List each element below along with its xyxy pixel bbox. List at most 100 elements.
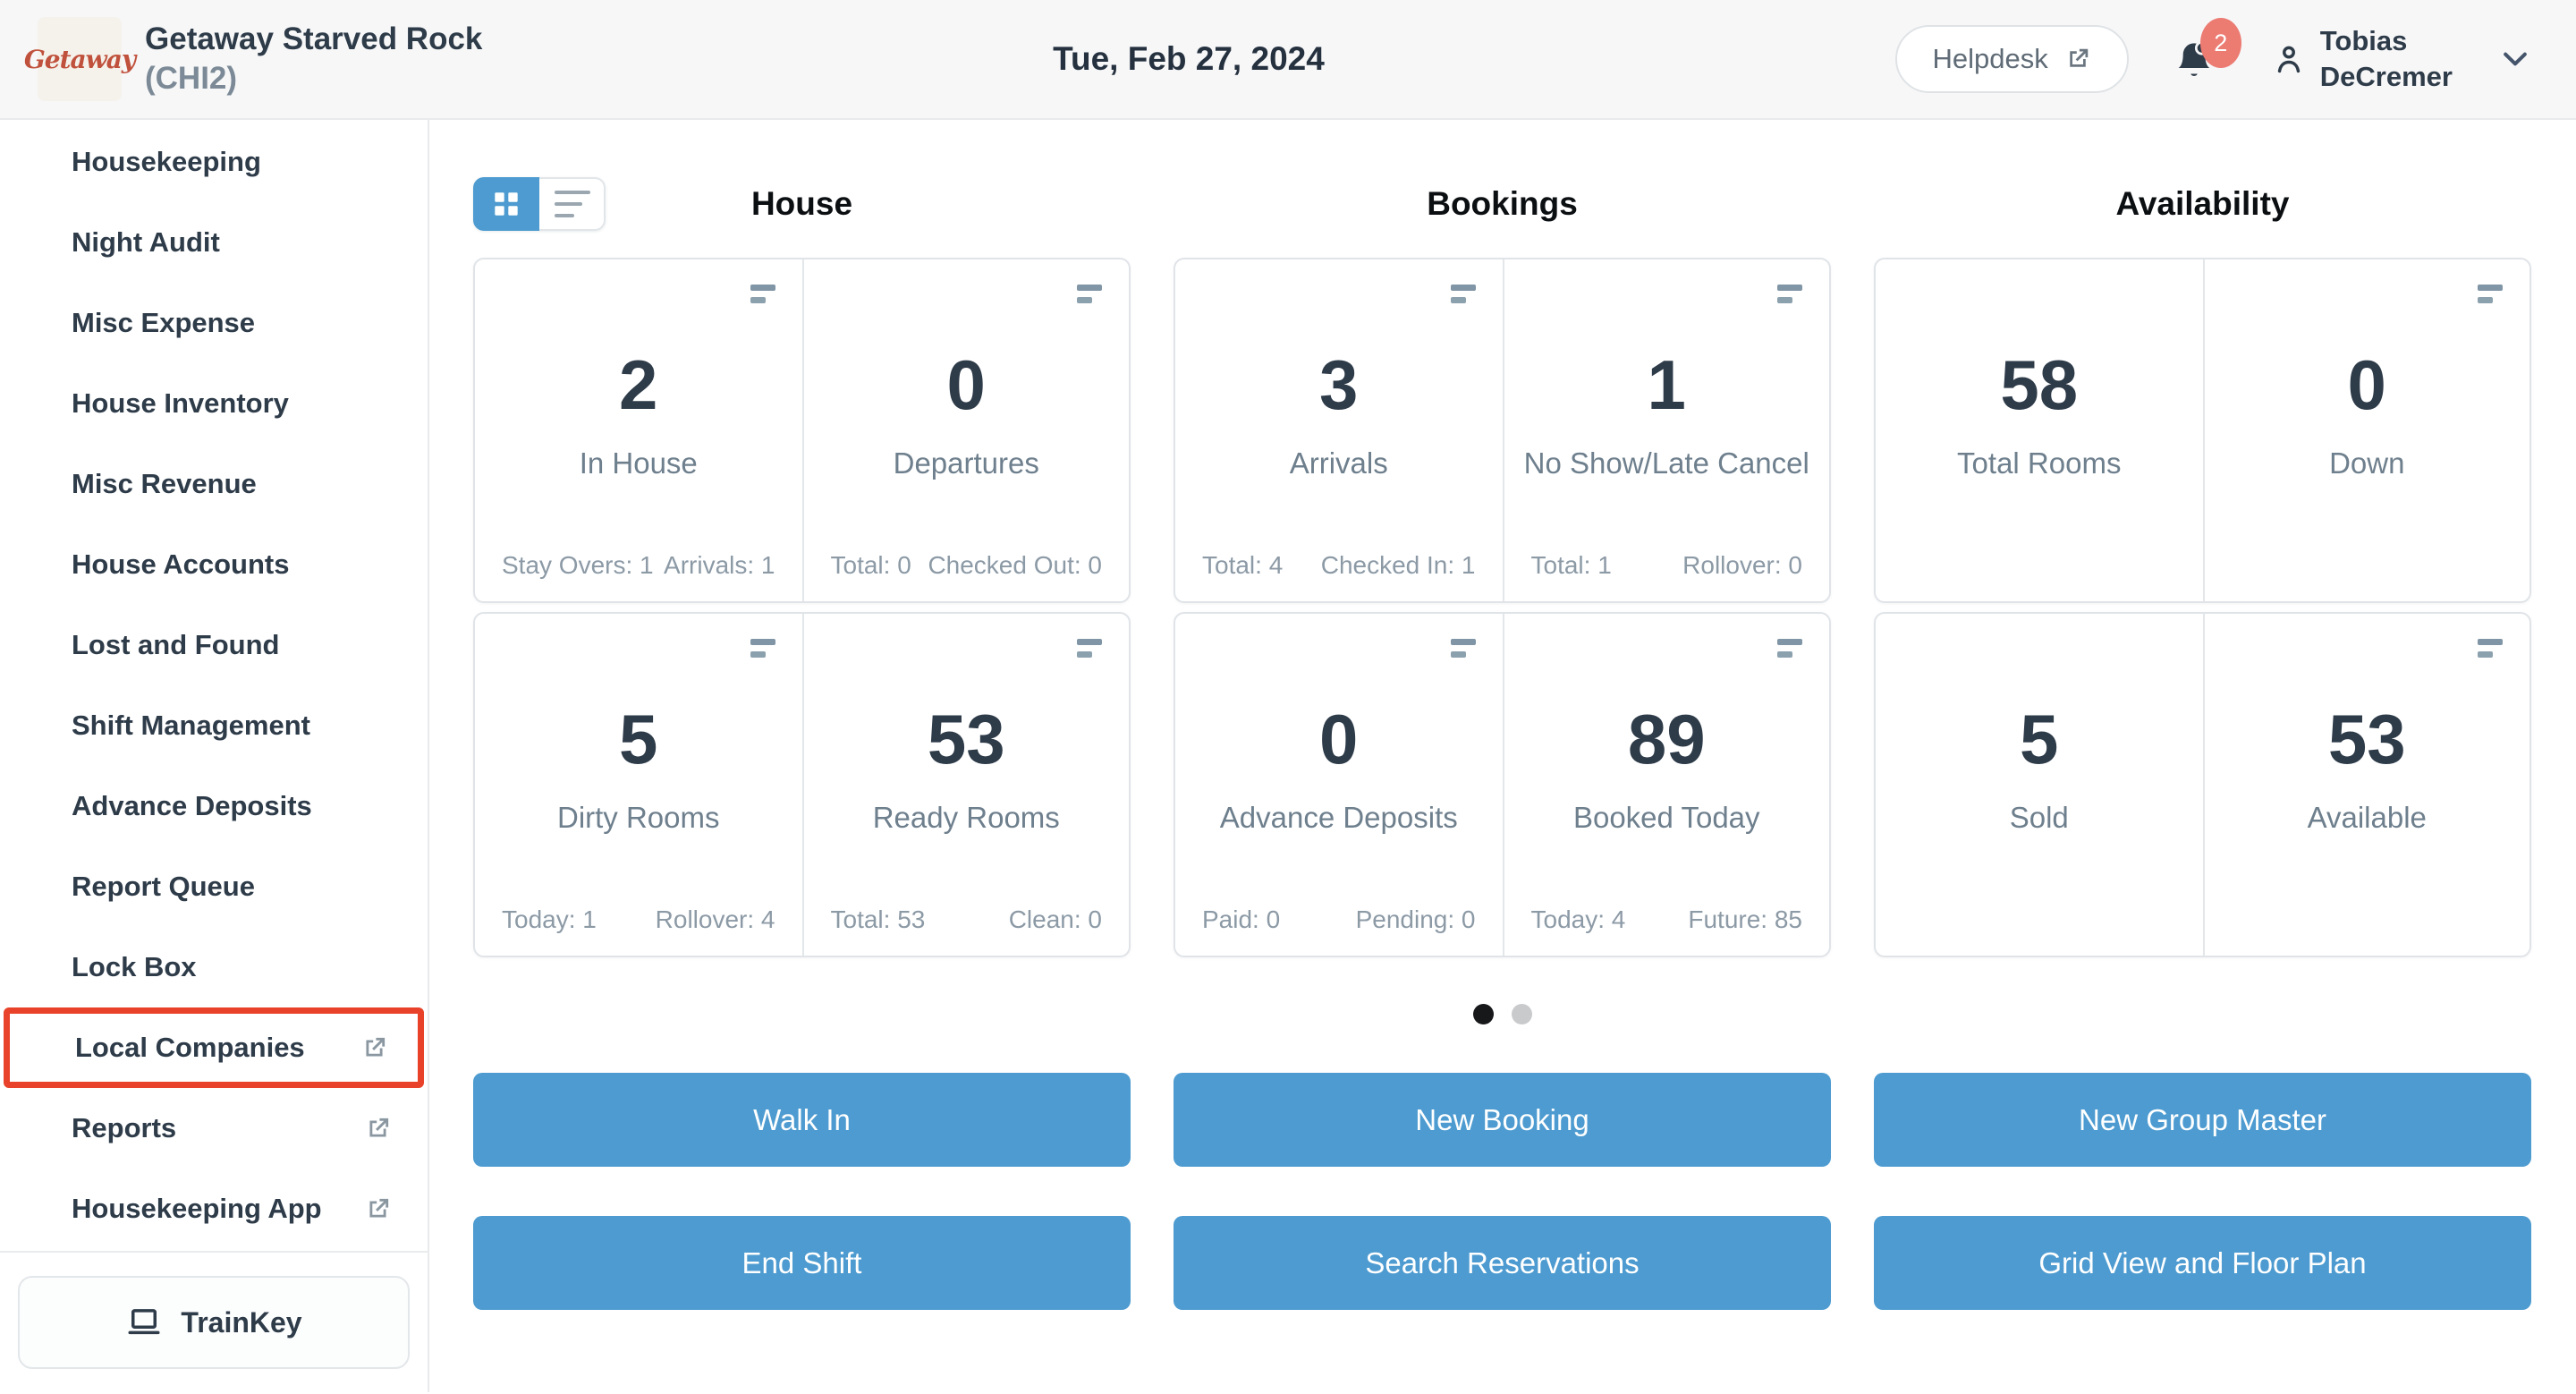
card-menu-icon[interactable] — [1450, 639, 1476, 658]
new-booking-button[interactable]: New Booking — [1174, 1073, 1831, 1167]
sidebar-item-lost-and-found[interactable]: Lost and Found — [0, 605, 428, 685]
stat-value: 89 — [1627, 700, 1706, 778]
page-dot[interactable] — [1511, 1004, 1532, 1024]
stat-value: 3 — [1319, 345, 1359, 424]
sidebar-item-house-accounts[interactable]: House Accounts — [0, 524, 428, 605]
user-menu-chevron[interactable] — [2497, 41, 2533, 77]
stat-card-total-rooms[interactable]: 58 Total Rooms — [1876, 259, 2203, 601]
stat-value: 0 — [2347, 345, 2386, 424]
card-menu-icon[interactable] — [1077, 285, 1102, 303]
stat-label: Sold — [2009, 801, 2069, 834]
sidebar-item-misc-revenue[interactable]: Misc Revenue — [0, 444, 428, 524]
sidebar-item-misc-expense[interactable]: Misc Expense — [0, 283, 428, 363]
stat-label: Available — [2307, 801, 2427, 834]
stat-label: Arrivals — [1289, 446, 1388, 480]
grid-view-floor-plan-button[interactable]: Grid View and Floor Plan — [1874, 1216, 2531, 1310]
view-toggle — [473, 177, 606, 231]
laptop-icon — [128, 1309, 160, 1335]
card-menu-icon[interactable] — [1777, 639, 1802, 658]
stat-value: 5 — [2020, 700, 2059, 778]
stat-value: 53 — [927, 700, 1005, 778]
stat-label: Down — [2329, 446, 2405, 480]
sidebar-item-housekeeping-app[interactable]: Housekeeping App — [0, 1169, 428, 1249]
stat-value: 2 — [619, 345, 658, 424]
stat-card-available[interactable]: 53 Available — [2202, 614, 2530, 956]
stat-footer-left: Total: 4 — [1202, 551, 1284, 579]
card-menu-icon[interactable] — [750, 639, 775, 658]
notification-count-badge: 2 — [2199, 18, 2241, 68]
stat-footer-left: Today: 1 — [502, 905, 597, 933]
grid-view-toggle[interactable] — [473, 177, 539, 231]
helpdesk-button[interactable]: Helpdesk — [1894, 25, 2129, 93]
getaway-logo: Getaway — [24, 17, 136, 101]
stat-footer-left: Total: 0 — [830, 551, 911, 579]
trainkey-button[interactable]: TrainKey — [18, 1276, 410, 1369]
stat-footer-left: Total: 1 — [1530, 551, 1612, 579]
stat-card-down[interactable]: 0 Down — [2202, 259, 2530, 601]
stat-card-booked-today[interactable]: 89 Booked Today Today: 4 Future: 85 — [1502, 614, 1830, 956]
list-view-toggle[interactable] — [539, 177, 606, 231]
dashboard-main: House Bookings Availability 2 In House S… — [429, 120, 2576, 1392]
stat-card-arrivals[interactable]: 3 Arrivals Total: 4 Checked In: 1 — [1175, 259, 1503, 601]
stat-value: 5 — [619, 700, 658, 778]
card-menu-icon[interactable] — [2478, 285, 2503, 303]
card-menu-icon[interactable] — [750, 285, 775, 303]
external-link-icon — [2070, 48, 2089, 67]
sidebar-item-housekeeping[interactable]: Housekeeping — [0, 122, 428, 202]
section-title-bookings: Bookings — [1427, 185, 1578, 222]
stat-card-dirty-rooms[interactable]: 5 Dirty Rooms Today: 1 Rollover: 4 — [475, 614, 802, 956]
stat-footer-left: Stay Overs: 1 — [502, 551, 654, 579]
quick-actions: Walk In New Booking New Group Master End… — [473, 1073, 2531, 1310]
sidebar-item-label: House Accounts — [72, 548, 290, 580]
stat-footer-right: Clean: 0 — [1008, 905, 1102, 933]
stat-card-sold[interactable]: 5 Sold — [1876, 614, 2203, 956]
sidebar-item-advance-deposits[interactable]: Advance Deposits — [0, 766, 428, 846]
user-menu[interactable]: Tobias DeCremer — [2272, 23, 2453, 96]
stat-value: 53 — [2327, 700, 2406, 778]
sidebar-item-label: Night Audit — [72, 226, 220, 258]
stat-value: 58 — [2000, 345, 2079, 424]
helpdesk-label: Helpdesk — [1932, 43, 2048, 74]
sidebar-item-shift-management[interactable]: Shift Management — [0, 685, 428, 766]
stat-value: 1 — [1647, 345, 1686, 424]
stat-label: Advance Deposits — [1219, 801, 1458, 834]
sidebar-item-label: Report Queue — [72, 871, 255, 902]
new-group-master-button[interactable]: New Group Master — [1874, 1073, 2531, 1167]
card-menu-icon[interactable] — [1077, 639, 1102, 658]
stat-value: 0 — [946, 345, 986, 424]
stat-label: Total Rooms — [1957, 446, 2122, 480]
property-title-block: Getaway Starved Rock (CHI2) — [145, 20, 482, 98]
search-reservations-button[interactable]: Search Reservations — [1174, 1216, 1831, 1310]
stat-footer-right: Arrivals: 1 — [664, 551, 775, 579]
sidebar-item-reports[interactable]: Reports — [0, 1088, 428, 1169]
card-menu-icon[interactable] — [2478, 639, 2503, 658]
notifications-bell[interactable]: 2 — [2174, 18, 2241, 81]
sidebar-item-label: Lost and Found — [72, 629, 280, 660]
list-icon — [555, 191, 590, 194]
stat-footer-left: Today: 4 — [1530, 905, 1626, 933]
page-dot-active[interactable] — [1472, 1004, 1494, 1024]
section-title-availability: Availability — [2115, 185, 2290, 222]
sidebar-item-label: Shift Management — [72, 710, 310, 741]
stat-card-departures[interactable]: 0 Departures Total: 0 Checked Out: 0 — [801, 259, 1130, 601]
stat-card-in-house[interactable]: 2 In House Stay Overs: 1 Arrivals: 1 — [475, 259, 802, 601]
stat-value: 0 — [1319, 700, 1359, 778]
stat-footer-right: Rollover: 4 — [655, 905, 775, 933]
walk-in-button[interactable]: Walk In — [473, 1073, 1131, 1167]
sidebar-item-label: Housekeeping — [72, 146, 261, 177]
external-link-icon — [369, 1198, 389, 1218]
end-shift-button[interactable]: End Shift — [473, 1216, 1131, 1310]
sidebar-item-local-companies[interactable]: Local Companies — [4, 1007, 424, 1088]
sidebar-item-lock-box[interactable]: Lock Box — [0, 927, 428, 1007]
stat-card-ready-rooms[interactable]: 53 Ready Rooms Total: 53 Clean: 0 — [801, 614, 1130, 956]
sidebar-item-night-audit[interactable]: Night Audit — [0, 202, 428, 283]
card-menu-icon[interactable] — [1450, 285, 1476, 303]
stat-card-no-show-late-cancel[interactable]: 1 No Show/Late Cancel Total: 1 Rollover: … — [1502, 259, 1830, 601]
card-menu-icon[interactable] — [1777, 285, 1802, 303]
sidebar-item-report-queue[interactable]: Report Queue — [0, 846, 428, 927]
sidebar: Housekeeping Night Audit Misc Expense Ho… — [0, 120, 429, 1392]
sidebar-item-house-inventory[interactable]: House Inventory — [0, 363, 428, 444]
section-title-house: House — [750, 185, 853, 222]
header-controls: Helpdesk 2 Tobias DeCremer — [1894, 18, 2533, 96]
stat-card-advance-deposits[interactable]: 0 Advance Deposits Paid: 0 Pending: 0 — [1175, 614, 1503, 956]
